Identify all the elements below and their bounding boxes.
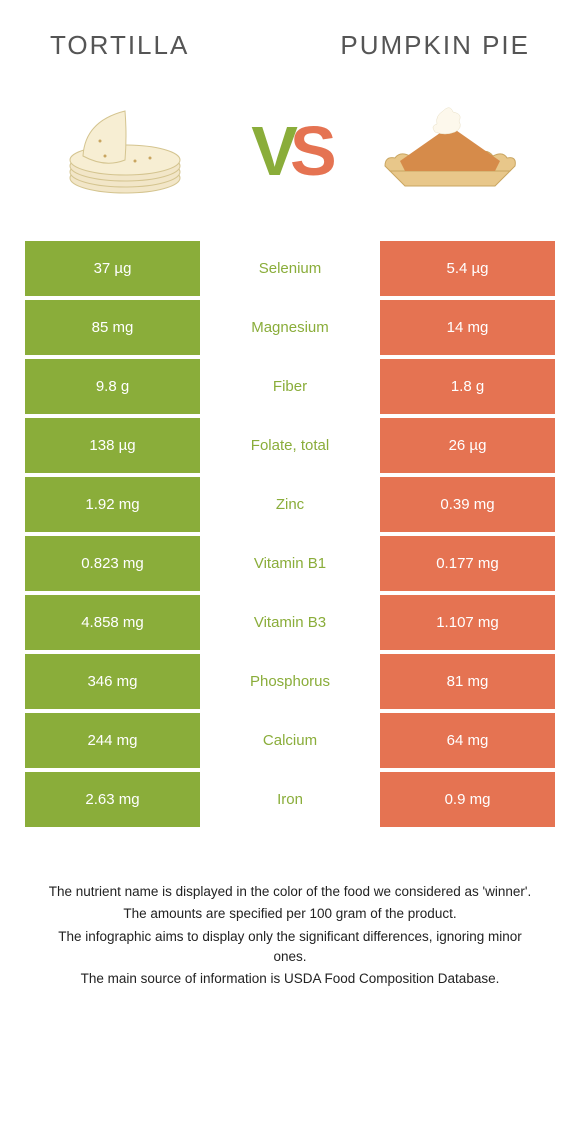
- table-row: 0.823 mgVitamin B10.177 mg: [25, 536, 555, 591]
- nutrient-name-cell: Zinc: [200, 477, 380, 532]
- right-value-cell: 1.8 g: [380, 359, 555, 414]
- left-value-cell: 85 mg: [25, 300, 200, 355]
- left-value-cell: 0.823 mg: [25, 536, 200, 591]
- footer-line: The nutrient name is displayed in the co…: [40, 882, 540, 902]
- left-value-cell: 1.92 mg: [25, 477, 200, 532]
- right-value-cell: 64 mg: [380, 713, 555, 768]
- nutrient-name-cell: Magnesium: [200, 300, 380, 355]
- table-row: 244 mgCalcium64 mg: [25, 713, 555, 768]
- right-value-cell: 0.9 mg: [380, 772, 555, 827]
- footer-line: The infographic aims to display only the…: [40, 927, 540, 968]
- vs-v-letter: V: [251, 112, 290, 190]
- left-value-cell: 244 mg: [25, 713, 200, 768]
- table-row: 2.63 mgIron0.9 mg: [25, 772, 555, 827]
- nutrient-name-cell: Fiber: [200, 359, 380, 414]
- left-value-cell: 37 µg: [25, 241, 200, 296]
- right-food-title: PUMPKIN PIE: [340, 30, 530, 61]
- right-value-cell: 5.4 µg: [380, 241, 555, 296]
- right-value-cell: 0.177 mg: [380, 536, 555, 591]
- vs-s-letter: S: [290, 112, 329, 190]
- footer-line: The main source of information is USDA F…: [40, 969, 540, 989]
- pumpkin-pie-image: [375, 96, 525, 206]
- table-row: 346 mgPhosphorus81 mg: [25, 654, 555, 709]
- footer-line: The amounts are specified per 100 gram o…: [40, 904, 540, 924]
- table-row: 85 mgMagnesium14 mg: [25, 300, 555, 355]
- nutrient-table: 37 µgSelenium5.4 µg85 mgMagnesium14 mg9.…: [25, 241, 555, 827]
- nutrient-name-cell: Selenium: [200, 241, 380, 296]
- table-row: 37 µgSelenium5.4 µg: [25, 241, 555, 296]
- left-value-cell: 2.63 mg: [25, 772, 200, 827]
- table-row: 4.858 mgVitamin B31.107 mg: [25, 595, 555, 650]
- left-value-cell: 9.8 g: [25, 359, 200, 414]
- footer-notes: The nutrient name is displayed in the co…: [25, 827, 555, 989]
- nutrient-name-cell: Calcium: [200, 713, 380, 768]
- vs-label: VS: [251, 111, 328, 191]
- nutrient-name-cell: Phosphorus: [200, 654, 380, 709]
- right-value-cell: 26 µg: [380, 418, 555, 473]
- nutrient-name-cell: Folate, total: [200, 418, 380, 473]
- left-value-cell: 346 mg: [25, 654, 200, 709]
- right-value-cell: 81 mg: [380, 654, 555, 709]
- right-value-cell: 1.107 mg: [380, 595, 555, 650]
- nutrient-name-cell: Vitamin B3: [200, 595, 380, 650]
- table-row: 138 µgFolate, total26 µg: [25, 418, 555, 473]
- left-food-title: TORTILLA: [50, 30, 189, 61]
- images-row: VS: [25, 86, 555, 241]
- nutrient-name-cell: Iron: [200, 772, 380, 827]
- nutrient-name-cell: Vitamin B1: [200, 536, 380, 591]
- right-value-cell: 0.39 mg: [380, 477, 555, 532]
- right-value-cell: 14 mg: [380, 300, 555, 355]
- table-row: 1.92 mgZinc0.39 mg: [25, 477, 555, 532]
- table-row: 9.8 gFiber1.8 g: [25, 359, 555, 414]
- header: TORTILLA PUMPKIN PIE: [25, 30, 555, 86]
- tortilla-image: [55, 96, 205, 206]
- left-value-cell: 138 µg: [25, 418, 200, 473]
- left-value-cell: 4.858 mg: [25, 595, 200, 650]
